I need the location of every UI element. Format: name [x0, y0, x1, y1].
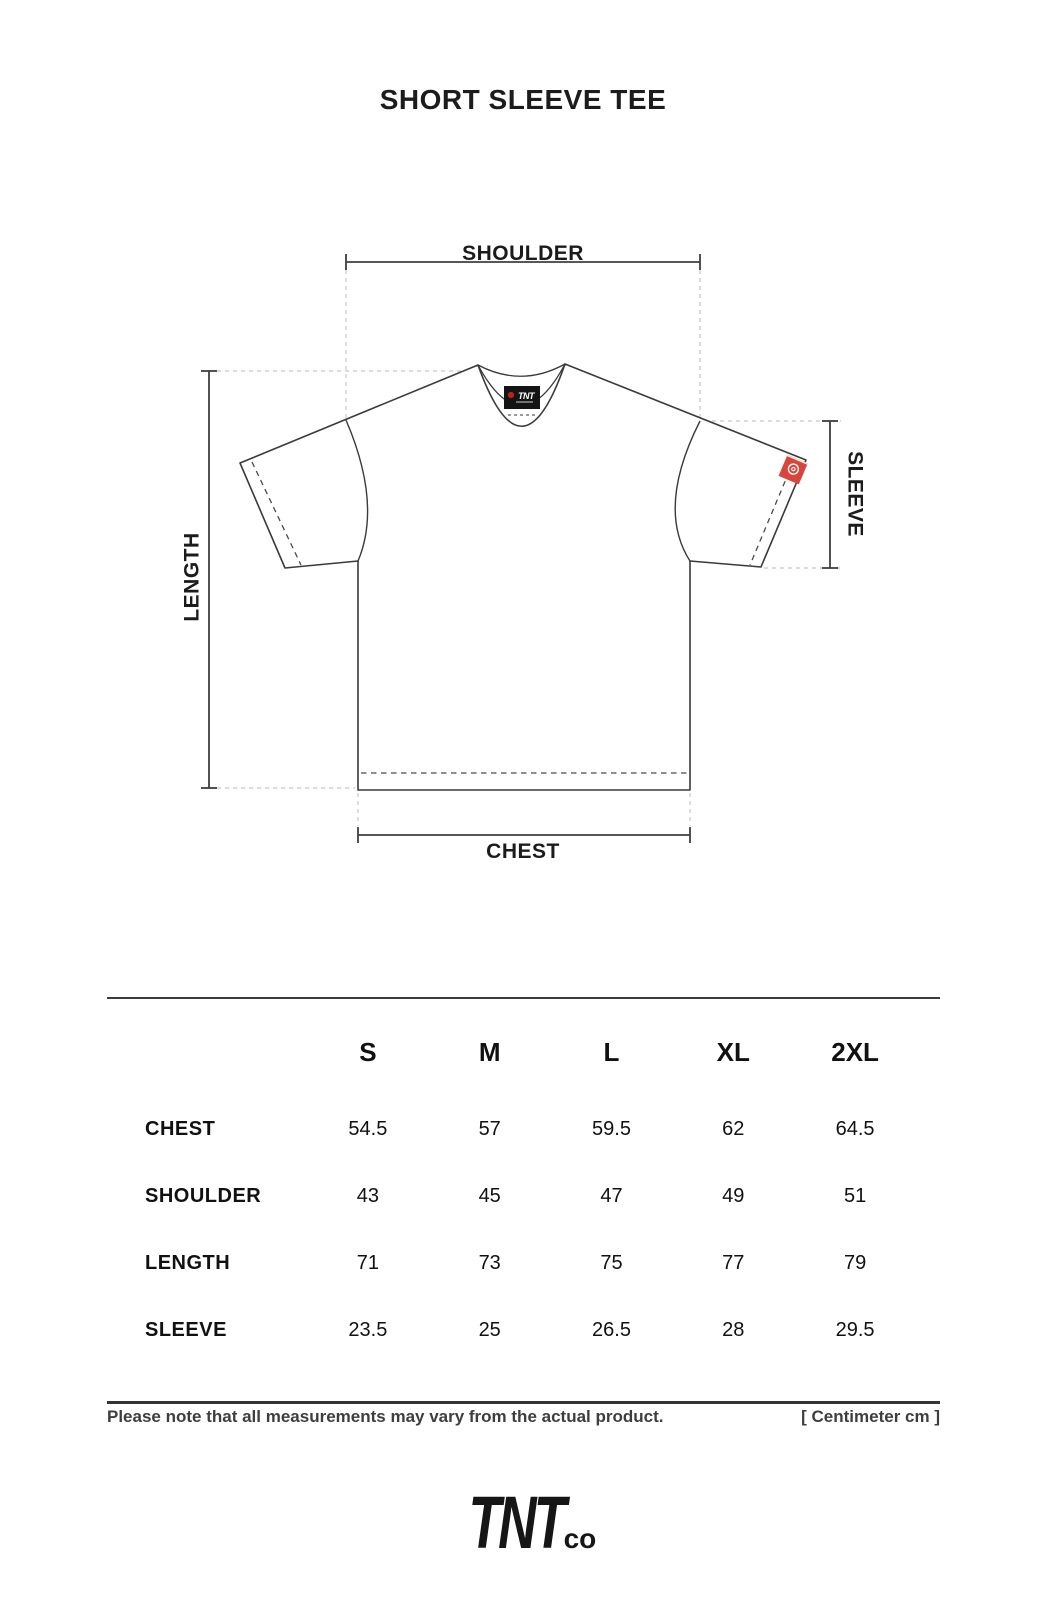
dimension-lines	[201, 254, 838, 843]
length-value-l: 75	[600, 1252, 623, 1274]
size-column-header-s: S	[359, 1036, 377, 1067]
sleeve-value-s: 23.5	[348, 1319, 388, 1341]
chest-value-m: 57	[478, 1118, 501, 1140]
shoulder-value-2xl: 51	[843, 1185, 867, 1207]
tshirt-measurement-diagram: TNT SHOULDER LENGTH SLEEVE CHEST	[181, 242, 867, 863]
brand-logo-main: TNT	[468, 1481, 566, 1564]
stitch-lines	[251, 461, 790, 774]
size-table: S M L XL 2XL CHEST 54.5 57 59.5 62 64.5 …	[107, 1008, 916, 1364]
size-column-header-m: M	[478, 1036, 501, 1067]
page-title: SHORT SLEEVE TEE	[379, 84, 667, 115]
sleeve-value-m: 25	[478, 1319, 501, 1341]
shoulder-value-l: 47	[600, 1185, 623, 1207]
chest-value-2xl: 64.5	[835, 1118, 875, 1140]
row-label-chest: CHEST	[145, 1118, 216, 1140]
chest-value-l: 59.5	[592, 1118, 631, 1140]
shoulder-value-xl: 49	[722, 1185, 745, 1207]
length-value-m: 73	[478, 1252, 501, 1274]
sleeve-value-2xl: 29.5	[835, 1319, 875, 1341]
row-label-sleeve: SLEEVE	[145, 1319, 227, 1341]
chest-value-xl: 62	[722, 1118, 745, 1140]
sleeve-value-xl: 28	[722, 1319, 745, 1341]
length-value-s: 71	[356, 1252, 380, 1274]
size-column-header-2xl: 2XL	[831, 1036, 879, 1067]
length-value-2xl: 79	[843, 1252, 867, 1274]
chest-value-s: 54.5	[348, 1118, 388, 1140]
neck-tag-size-marks	[508, 414, 535, 416]
shoulder-value-s: 43	[356, 1185, 380, 1207]
length-dimension-label: LENGTH	[181, 532, 204, 621]
sleeve-value-l: 26.5	[592, 1319, 631, 1341]
shoulder-value-m: 45	[478, 1185, 501, 1207]
table-bottom-rule	[107, 1401, 940, 1404]
chest-dimension-label: CHEST	[486, 840, 560, 863]
sleeve-dimension-label: SLEEVE	[843, 451, 866, 537]
size-column-header-l: L	[603, 1036, 620, 1067]
tshirt-outline	[239, 363, 807, 791]
measurement-disclaimer: Please note that all measurements may va…	[107, 1407, 664, 1426]
shoulder-dimension-label: SHOULDER	[462, 242, 584, 265]
armhole-seams	[345, 419, 701, 562]
table-top-rule	[107, 997, 940, 999]
brand-logo-suffix: co	[563, 1523, 597, 1554]
footer: Please note that all measurements may va…	[107, 1407, 940, 1427]
row-label-shoulder: SHOULDER	[145, 1185, 262, 1207]
unit-label: [ Centimeter cm ]	[801, 1407, 940, 1426]
brand-logo: TNT co	[0, 1486, 1046, 1560]
row-label-length: LENGTH	[145, 1252, 231, 1274]
sleeve-red-tag	[778, 454, 808, 485]
length-value-xl: 77	[722, 1252, 745, 1274]
size-column-header-xl: XL	[716, 1036, 750, 1067]
neck-label-tag: TNT	[504, 386, 540, 416]
neck-tag-brand-text: TNT	[518, 391, 536, 401]
